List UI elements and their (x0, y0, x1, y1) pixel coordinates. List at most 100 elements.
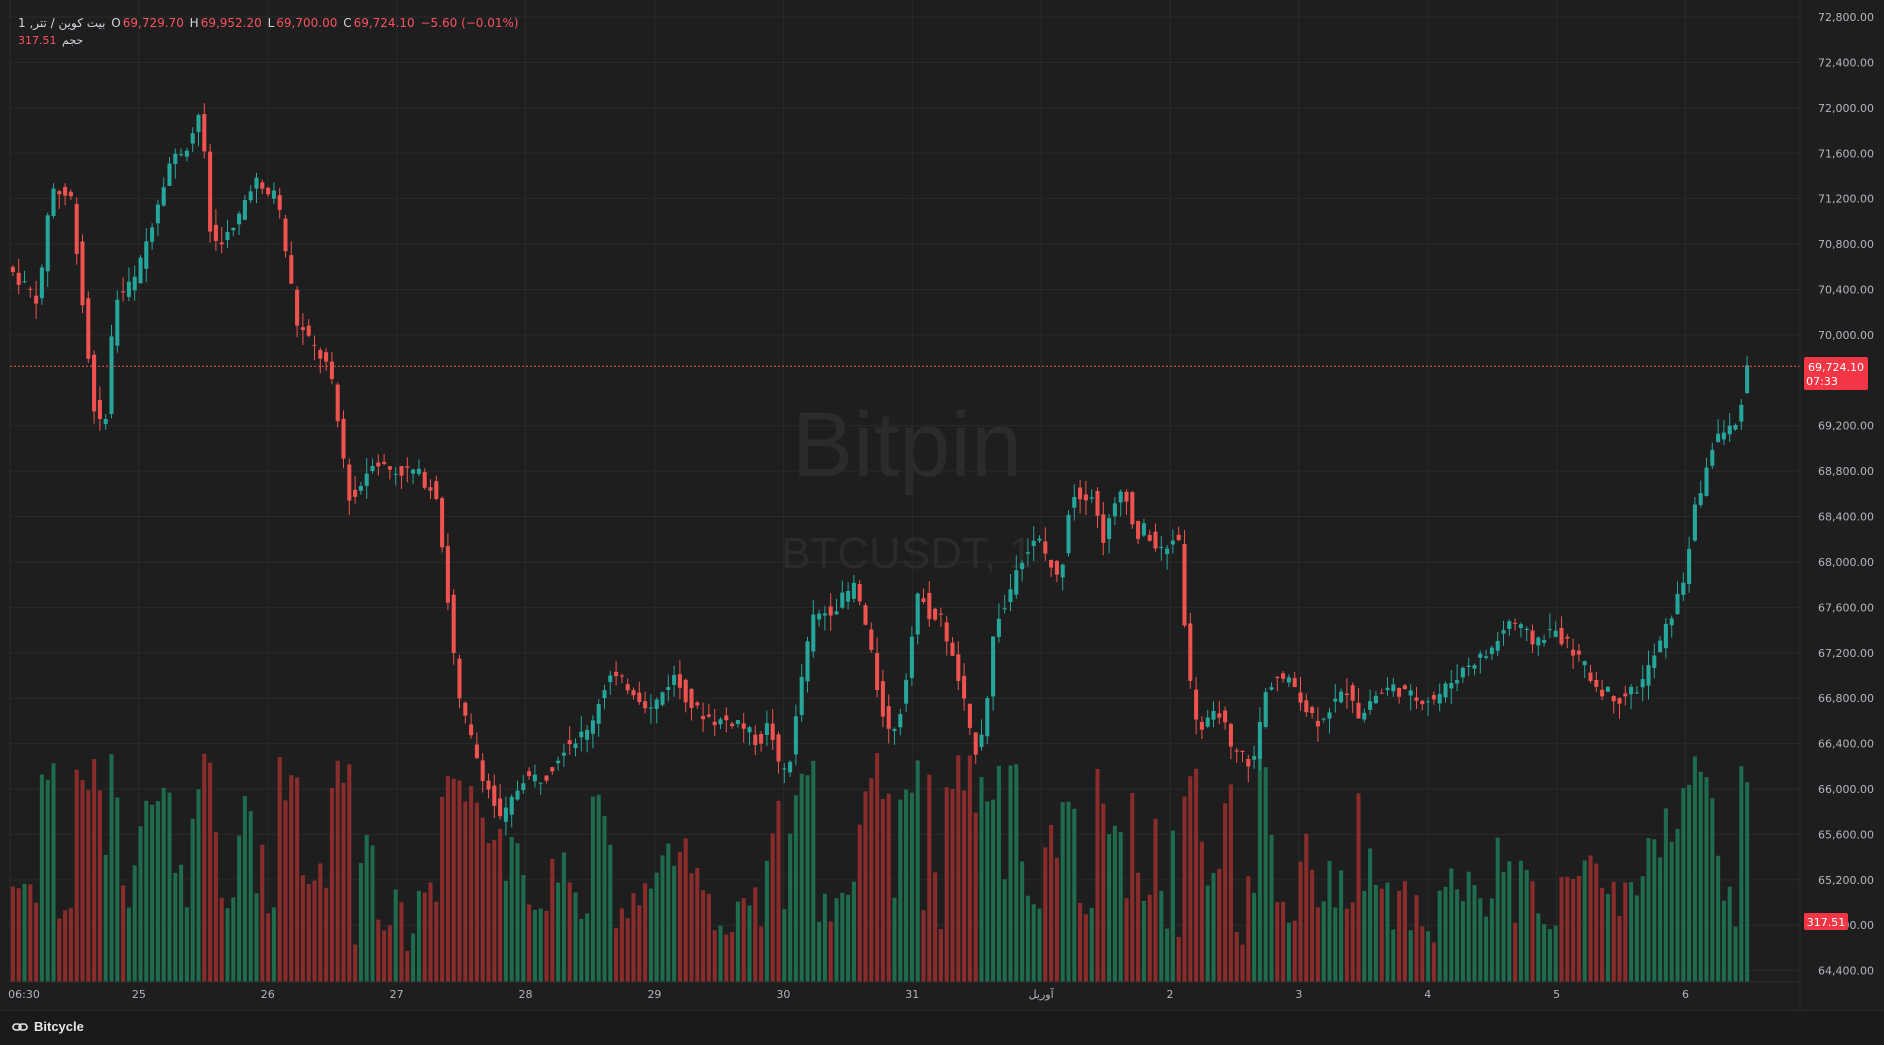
candle-body (57, 191, 62, 195)
candle-body (892, 728, 897, 732)
time-tick-label: آوریل (1029, 987, 1055, 1001)
volume-label[interactable]: حجم (62, 34, 84, 47)
volume-bar (1739, 766, 1744, 982)
volume-bar (1159, 890, 1164, 982)
candle-body (155, 204, 160, 224)
volume-bar (1269, 835, 1274, 982)
volume-bar (1611, 881, 1616, 982)
volume-bar (1704, 777, 1709, 982)
candle-body (1727, 425, 1732, 435)
price-tick-label: 68,400.00 (1818, 511, 1874, 524)
candle-body (672, 675, 677, 685)
volume-bar (1460, 901, 1465, 982)
price-axis[interactable]: 72,800.00 72,400.00 72,000.00 71,600.00 71,2… (1799, 0, 1884, 1010)
volume-bar (1565, 876, 1570, 982)
volume-bar (880, 799, 885, 982)
brand-link[interactable]: Bitcycle (12, 1019, 84, 1034)
candle-body (1240, 750, 1245, 752)
volume-bar (619, 908, 624, 982)
volume-bar (486, 843, 491, 982)
volume-bar (161, 787, 166, 982)
candle-body (364, 473, 369, 486)
candle-body (277, 195, 282, 210)
volume-bar (167, 792, 172, 982)
volume-bar (1443, 886, 1448, 982)
candle-body (237, 213, 242, 225)
volume-bar (445, 776, 450, 982)
candle-body (68, 191, 73, 197)
candle-body (196, 115, 201, 132)
candle-body (1159, 546, 1164, 548)
time-tick-label: 30 (776, 988, 790, 1001)
candle-body (712, 721, 717, 726)
price-tick-label: 67,600.00 (1818, 601, 1874, 614)
volume-bar (376, 919, 381, 982)
candle-countdown: 07:33 (1806, 375, 1838, 388)
candle-body (573, 743, 578, 749)
volume-bar (347, 764, 352, 982)
candle-body (1002, 608, 1007, 610)
volume-bar (1257, 753, 1262, 982)
volume-bar (474, 802, 479, 982)
candle-body (208, 151, 213, 232)
candle-body (434, 481, 439, 499)
volume-bar (92, 759, 97, 982)
volume-bar (22, 883, 27, 982)
candle-body (701, 715, 706, 720)
candle-body (764, 723, 769, 735)
candle-body (515, 790, 520, 800)
candle-body (927, 592, 932, 620)
candle-body (1716, 433, 1721, 443)
candle-body (358, 485, 363, 491)
candle-body (921, 598, 926, 602)
candle-body (1246, 758, 1251, 767)
candle-body (828, 606, 833, 616)
symbol-label[interactable]: بیت کوین / تتر, 1 (18, 16, 106, 30)
candle-body (1078, 487, 1083, 500)
candle-body (567, 740, 572, 745)
candle-body (74, 203, 79, 254)
volume-bar (1362, 890, 1367, 982)
low-label: L (267, 16, 275, 30)
candle-body (579, 731, 584, 738)
candle-body (538, 782, 543, 784)
time-tick-label: 26 (261, 988, 275, 1001)
price-chart[interactable]: Bitpin BTCUSDT, 1 72,800.00 72,400.00 72,0… (0, 0, 1884, 1010)
candle-body (1646, 665, 1651, 686)
price-tick-label: 71,200.00 (1818, 193, 1874, 206)
candle-body (1704, 467, 1709, 496)
volume-bar (1344, 908, 1349, 982)
candle-body (393, 473, 398, 475)
candle-body (1449, 682, 1454, 689)
candle-body (376, 462, 381, 467)
candle-body (602, 690, 607, 699)
candle-body (1733, 424, 1738, 430)
candle-body (1020, 562, 1025, 570)
price-tick-label: 66,800.00 (1818, 692, 1874, 705)
candle-body (63, 186, 68, 196)
candle-body (1327, 712, 1332, 719)
candle-body (1687, 548, 1692, 584)
volume-bar (1426, 931, 1431, 982)
volume-bar (1455, 889, 1460, 982)
candle-body (962, 675, 967, 699)
candle-body (1397, 687, 1402, 697)
volume-bar (1054, 857, 1059, 982)
volume-bar (840, 892, 845, 982)
candle-body (1211, 710, 1216, 720)
volume-bar (16, 888, 21, 982)
volume-bar (1304, 833, 1309, 982)
volume-bar (34, 902, 39, 982)
candle-body (532, 774, 537, 782)
candle-body (631, 690, 636, 696)
volume-bar (898, 799, 903, 982)
volume-bar (834, 898, 839, 982)
volume-bar (364, 834, 369, 982)
candle-body (550, 767, 555, 772)
time-axis[interactable]: 06:30 25 26 27 28 29 30 31 آوریل 2 3 4 5 6 (8, 981, 1800, 1001)
candle-body (1281, 673, 1286, 679)
volume-bar (596, 794, 601, 982)
candle-body (260, 182, 265, 189)
volume-bar (1170, 830, 1175, 982)
